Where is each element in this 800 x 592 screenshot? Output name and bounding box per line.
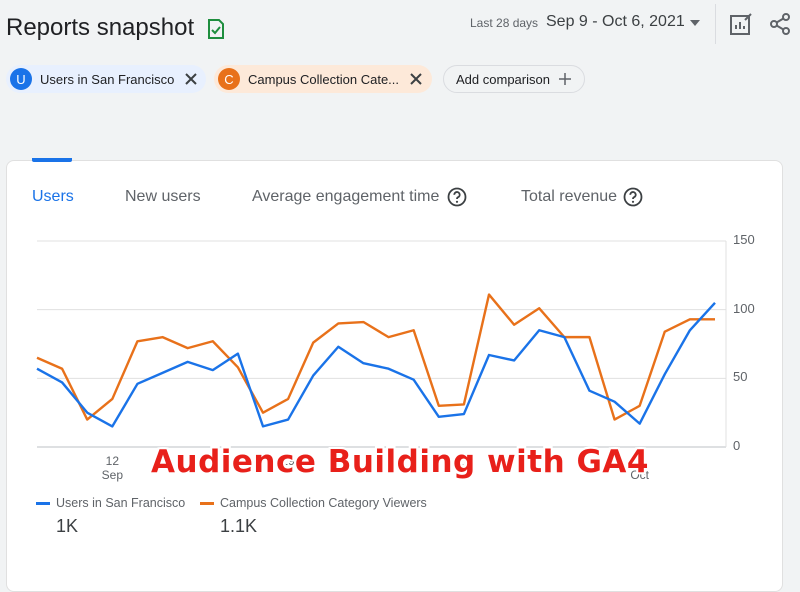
customize-report-icon[interactable] [729, 12, 753, 36]
help-icon[interactable] [623, 187, 643, 207]
comparison-chip-campus-collection[interactable]: C Campus Collection Cate... [214, 65, 432, 93]
add-comparison-label: Add comparison [456, 71, 550, 87]
legend-label: Campus Collection Category Viewers [220, 496, 427, 510]
series-line [36, 301, 716, 428]
x-tick-label: 3 Oct [630, 454, 649, 482]
comparison-avatar: U [10, 68, 32, 90]
legend-item-campus-collection[interactable]: Campus Collection Category Viewers [200, 496, 427, 510]
y-tick-label: 50 [733, 369, 748, 385]
legend-item-users-sf[interactable]: Users in San Francisco [36, 496, 185, 510]
close-icon[interactable] [409, 72, 423, 86]
comparison-label: Campus Collection Cate... [248, 71, 400, 87]
page-title: Reports snapshot [6, 14, 195, 41]
verified-report-icon[interactable] [206, 18, 226, 40]
legend-swatch [200, 501, 214, 505]
plus-icon [558, 73, 571, 85]
y-tick-label: 100 [733, 300, 755, 316]
date-range-label: Last 28 days [470, 16, 539, 30]
x-tick-label: 12 Sep [101, 454, 123, 482]
comparison-avatar: C [218, 68, 240, 90]
header-bar: Reports snapshot Last 28 days Sep 9 - Oc… [0, 0, 800, 56]
tab-new-users[interactable]: New users [125, 188, 201, 205]
comparison-label: Users in San Francisco [40, 71, 175, 87]
tab-total-revenue[interactable]: Total revenue [521, 188, 618, 205]
legend-label: Users in San Francisco [56, 496, 186, 510]
active-tab-indicator [32, 158, 72, 162]
tab-average-engagement-time[interactable]: Average engagement time [252, 188, 440, 205]
series-line [36, 293, 715, 421]
metric-total-campus-collection: 1.1K [220, 516, 258, 536]
close-icon[interactable] [184, 72, 198, 86]
help-icon[interactable] [447, 187, 467, 207]
y-tick-label: 150 [733, 232, 755, 247]
tab-users[interactable]: Users [32, 188, 74, 205]
y-tick-label: 0 [733, 438, 741, 453]
add-comparison-button[interactable]: Add comparison [443, 65, 585, 93]
overlay-title: Audience Building with GA4 [151, 444, 649, 480]
metric-total-users-sf: 1K [56, 516, 79, 536]
legend-swatch [36, 501, 50, 505]
header-divider [715, 4, 716, 44]
x-tick-label: 19 [281, 454, 295, 468]
date-range-value[interactable]: Sep 9 - Oct 6, 2021 [546, 13, 685, 30]
x-tick-label: 26 [457, 454, 471, 468]
comparison-chip-users-sf[interactable]: U Users in San Francisco [6, 65, 206, 93]
share-icon[interactable] [768, 12, 792, 36]
users-line-chart [36, 240, 727, 448]
chevron-down-icon[interactable] [690, 20, 700, 26]
users-overview-card [6, 160, 783, 592]
